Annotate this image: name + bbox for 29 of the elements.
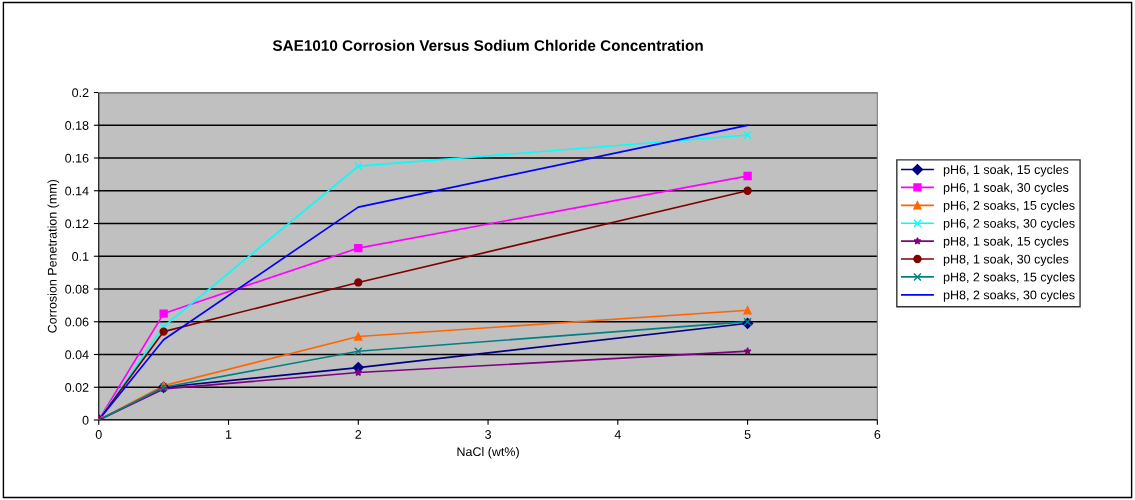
x-tick-label: 5 xyxy=(744,430,751,439)
y-tick-label: 0.18 xyxy=(65,121,89,130)
x-tick-label: 4 xyxy=(614,430,621,439)
y-tick-label: 0 xyxy=(82,415,89,425)
x-tick-label: 3 xyxy=(485,430,491,439)
y-tick-label: 0.2 xyxy=(72,88,89,98)
y-tick-label: 0.06 xyxy=(65,317,89,327)
legend-label: pH6, 2 soaks, 30 cycles xyxy=(943,218,1075,231)
x-tick-label: 6 xyxy=(874,430,881,439)
legend-label: pH8, 1 soak, 30 cycles xyxy=(943,254,1069,266)
chart-title: SAE1010 Corrosion Versus Sodium Chloride Concentration xyxy=(272,39,703,51)
y-tick-label: 0.1 xyxy=(72,252,89,261)
legend-label: pH8, 2 soaks, 30 cycles xyxy=(943,290,1075,302)
legend-label: pH8, 1 soak, 15 cycles xyxy=(943,236,1069,249)
legend-label: pH6, 1 soak, 30 cycles xyxy=(943,182,1069,195)
x-tick-label: 1 xyxy=(225,430,232,439)
y-tick-label: 0.12 xyxy=(65,219,89,229)
x-axis-title: NaCl (wt%) xyxy=(457,446,519,459)
legend-label: pH8, 2 soaks, 15 cycles xyxy=(943,272,1075,284)
x-tick-label: 0 xyxy=(95,430,102,439)
x-tick-label: 2 xyxy=(355,430,362,439)
legend-label: pH6, 1 soak, 15 cycles xyxy=(943,164,1069,177)
y-tick-label: 0.14 xyxy=(65,186,89,196)
y-tick-label: 0.02 xyxy=(65,383,89,392)
y-tick-label: 0.16 xyxy=(65,153,89,163)
legend-label: pH6, 2 soaks, 15 cycles xyxy=(943,200,1075,213)
y-tick-label: 0.04 xyxy=(65,350,89,360)
y-axis-title: Corrosion Penetration (mm) xyxy=(47,179,60,333)
y-tick-label: 0.08 xyxy=(65,284,89,294)
